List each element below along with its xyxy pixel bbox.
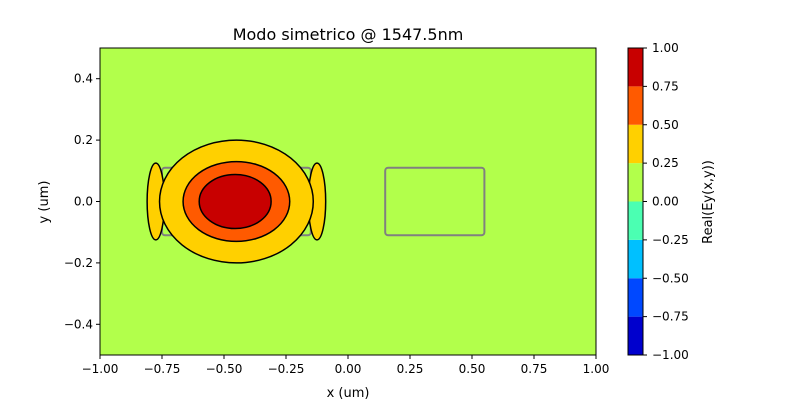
colorbar-ticks: −1.00 −0.75 −0.50 −0.25 0.00 0.25 0.50 0.75 1.00 — [643, 41, 689, 362]
colorbar-segment — [628, 201, 643, 240]
waveguide-2 — [384, 166, 486, 237]
colorbar-tick-label: −0.50 — [652, 271, 689, 285]
colorbar-tick-label: −1.00 — [652, 348, 689, 362]
colorbar-segment — [628, 48, 643, 87]
colorbar-segment — [628, 316, 643, 355]
y-tick-label: −0.4 — [64, 317, 93, 331]
x-tick-label: −0.25 — [268, 362, 305, 376]
colorbar — [627, 47, 644, 356]
colorbar-label: Real(Ey(x,y)) — [701, 160, 716, 244]
y-tick-label: 0.4 — [74, 72, 93, 86]
colorbar-segment — [628, 239, 643, 279]
x-tick-label: 0.00 — [335, 362, 362, 376]
colorbar-segment — [628, 124, 643, 164]
y-tick-label: 0.2 — [74, 133, 93, 147]
chart-title: Modo simetrico @ 1547.5nm — [233, 25, 464, 44]
colorbar-tick-label: −0.25 — [652, 233, 689, 247]
x-tick-label: −0.75 — [144, 362, 181, 376]
field-side-lobes — [146, 162, 327, 241]
colorbar-tick-label: 0.75 — [652, 79, 679, 93]
colorbar-segment — [628, 163, 643, 202]
colorbar-segment — [628, 86, 643, 125]
x-tick-label: 0.75 — [521, 362, 548, 376]
y-axis-label: y (um) — [37, 181, 52, 224]
contour-level-3 — [198, 173, 272, 230]
x-tick-label: 0.25 — [397, 362, 424, 376]
x-axis-label: x (um) — [327, 386, 370, 400]
colorbar-tick-label: 0.25 — [652, 156, 679, 170]
x-tick-label: 1.00 — [583, 362, 610, 376]
y-tick-label: 0.0 — [74, 195, 93, 209]
x-axis-ticks: −1.00 −0.75 −0.50 −0.25 0.00 0.25 0.50 0.75 1.00 — [82, 355, 610, 376]
x-tick-label: −0.50 — [206, 362, 243, 376]
y-tick-label: −0.2 — [64, 256, 93, 270]
colorbar-segment — [628, 278, 643, 317]
x-tick-label: 0.50 — [459, 362, 486, 376]
x-tick-label: −1.00 — [82, 362, 119, 376]
y-axis-ticks: −0.4 −0.2 0.0 0.2 0.4 — [64, 72, 100, 331]
colorbar-tick-label: 1.00 — [652, 41, 679, 55]
colorbar-tick-label: −0.75 — [652, 310, 689, 324]
field-contours — [158, 139, 315, 264]
colorbar-tick-label: 0.50 — [652, 118, 679, 132]
colorbar-tick-label: 0.00 — [652, 195, 679, 209]
